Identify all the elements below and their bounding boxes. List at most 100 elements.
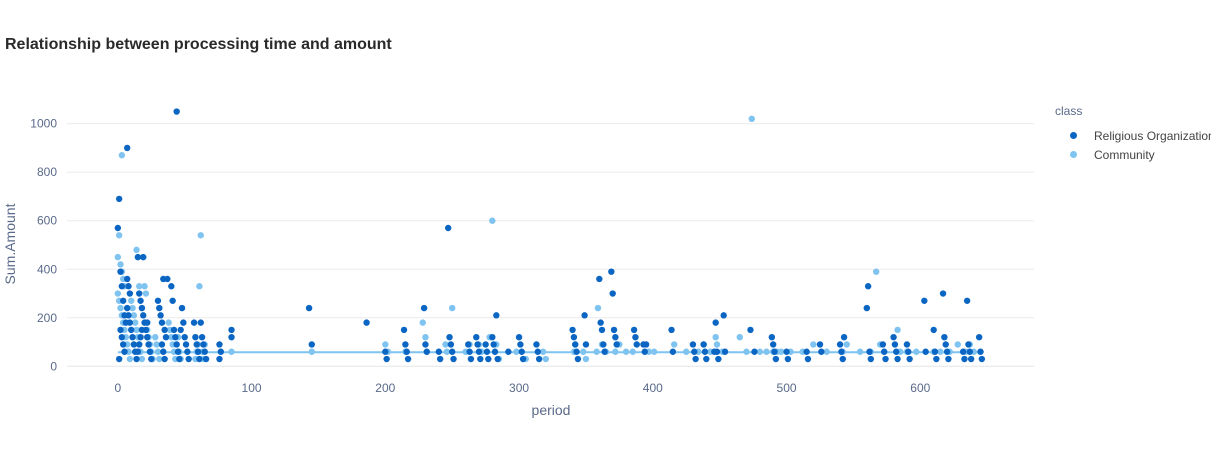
data-point-community[interactable] [713,341,721,348]
data-point-religious-organization[interactable] [118,333,126,341]
data-point-religious-organization[interactable] [485,355,492,363]
data-point-religious-organization[interactable] [751,348,758,355]
data-point-religious-organization[interactable] [701,348,709,355]
data-point-religious-organization[interactable] [146,348,154,355]
data-point-religious-organization[interactable] [136,290,143,297]
data-point-religious-organization[interactable] [403,348,410,355]
data-point-religious-organization[interactable] [201,348,208,355]
data-point-religious-organization[interactable] [473,333,480,341]
data-point-religious-organization[interactable] [939,290,947,297]
data-point-religious-organization[interactable] [119,297,127,304]
data-point-community[interactable] [153,341,160,348]
data-point-community[interactable] [736,333,743,341]
data-point-community[interactable] [756,348,764,355]
data-point-religious-organization[interactable] [450,355,457,363]
data-point-community[interactable] [442,341,449,348]
data-point-community[interactable] [141,283,148,290]
data-point-religious-organization[interactable] [435,348,443,355]
data-point-religious-organization[interactable] [891,341,899,348]
data-point-community[interactable] [448,304,456,312]
data-point-religious-organization[interactable] [573,348,580,355]
data-point-religious-organization[interactable] [228,326,235,334]
data-point-religious-organization[interactable] [154,297,162,304]
data-point-religious-organization[interactable] [534,348,541,355]
data-point-religious-organization[interactable] [867,355,875,363]
data-point-religious-organization[interactable] [804,355,812,363]
data-point-religious-organization[interactable] [436,355,444,363]
data-point-religious-organization[interactable] [184,348,191,355]
data-point-religious-organization[interactable] [839,355,846,363]
data-point-religious-organization[interactable] [610,326,618,334]
data-point-religious-organization[interactable] [115,355,123,363]
data-point-religious-organization[interactable] [633,341,640,348]
data-point-religious-organization[interactable] [959,348,967,355]
data-point-religious-organization[interactable] [161,355,168,363]
data-point-community[interactable] [489,217,496,224]
data-point-religious-organization[interactable] [198,333,206,341]
data-point-community[interactable] [913,348,920,355]
data-point-community[interactable] [152,333,159,341]
data-point-religious-organization[interactable] [181,333,188,341]
data-point-religious-organization[interactable] [519,355,527,363]
data-point-religious-organization[interactable] [933,355,940,363]
data-point-religious-organization[interactable] [721,348,729,355]
data-point-religious-organization[interactable] [903,341,911,348]
data-point-religious-organization[interactable] [129,333,136,341]
data-point-religious-organization[interactable] [692,355,699,363]
data-point-religious-organization[interactable] [597,319,604,326]
data-point-religious-organization[interactable] [115,195,123,203]
data-point-religious-organization[interactable] [941,333,948,341]
data-point-religious-organization[interactable] [174,348,182,355]
data-point-religious-organization[interactable] [967,355,975,363]
data-point-religious-organization[interactable] [922,348,929,355]
data-point-religious-organization[interactable] [803,348,810,355]
data-point-community[interactable] [156,355,163,363]
data-point-religious-organization[interactable] [533,341,540,348]
data-point-religious-organization[interactable] [194,348,202,355]
data-point-religious-organization[interactable] [515,333,523,341]
data-point-religious-organization[interactable] [864,283,872,290]
data-point-religious-organization[interactable] [173,108,180,115]
data-point-religious-organization[interactable] [404,355,412,363]
data-point-religious-organization[interactable] [140,253,147,261]
data-point-religious-organization[interactable] [570,333,578,341]
data-point-religious-organization[interactable] [943,348,951,355]
data-point-religious-organization[interactable] [134,348,142,355]
data-point-community[interactable] [115,232,123,239]
data-point-community[interactable] [954,341,961,348]
data-point-religious-organization[interactable] [535,355,543,363]
data-point-community[interactable] [856,348,864,355]
data-point-religious-organization[interactable] [966,348,974,355]
data-point-community[interactable] [629,348,636,355]
data-point-community[interactable] [513,348,520,355]
data-point-religious-organization[interactable] [906,355,913,363]
data-point-community[interactable] [114,290,122,297]
data-point-religious-organization[interactable] [196,355,203,363]
data-point-religious-organization[interactable] [612,333,619,341]
data-point-religious-organization[interactable] [121,348,128,355]
data-point-religious-organization[interactable] [518,348,525,355]
data-point-community[interactable] [622,348,630,355]
data-point-community[interactable] [228,348,235,355]
data-point-religious-organization[interactable] [769,341,777,348]
data-point-religious-organization[interactable] [978,355,986,363]
data-point-community[interactable] [582,355,590,363]
data-point-religious-organization[interactable] [905,348,912,355]
data-point-community[interactable] [197,232,204,239]
data-point-religious-organization[interactable] [581,312,588,319]
data-point-religious-organization[interactable] [118,283,126,290]
data-point-religious-organization[interactable] [494,355,501,363]
data-point-religious-organization[interactable] [783,348,790,355]
data-point-religious-organization[interactable] [140,312,147,319]
data-point-religious-organization[interactable] [482,341,489,348]
data-point-community[interactable] [132,319,139,326]
data-point-religious-organization[interactable] [137,333,144,341]
data-point-community[interactable] [539,348,547,355]
data-point-religious-organization[interactable] [866,348,873,355]
data-point-religious-organization[interactable] [123,144,131,152]
data-point-religious-organization[interactable] [422,341,429,348]
data-point-religious-organization[interactable] [879,341,887,348]
data-point-religious-organization[interactable] [582,341,590,348]
data-point-religious-organization[interactable] [177,326,184,334]
data-point-community[interactable] [580,348,587,355]
